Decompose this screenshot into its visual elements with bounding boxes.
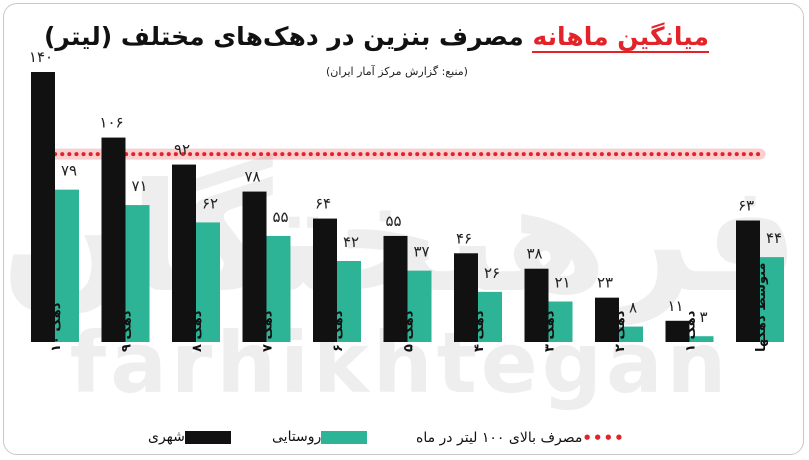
- bar-urban: [31, 72, 55, 342]
- value-label-rural: ۴۴: [766, 229, 782, 247]
- category-label: دهک ۱: [684, 310, 699, 352]
- value-label-urban: ۶۳: [738, 197, 754, 215]
- bar-urban: [595, 297, 619, 342]
- bar-rural: [478, 291, 502, 342]
- category-label: دهک ۴: [472, 310, 487, 352]
- value-label-urban: ۷۸: [244, 168, 260, 186]
- bar-urban: [101, 137, 126, 342]
- category-label: دهک ۶: [331, 310, 346, 352]
- value-label-urban: ۱۱: [667, 297, 683, 315]
- bar-urban: [172, 164, 196, 342]
- legend-item-rural: روستایی: [272, 429, 377, 445]
- value-label-urban: ۶۴: [315, 195, 331, 213]
- value-label-rural: ۷۱: [131, 177, 147, 195]
- value-label-urban: ۵۵: [385, 212, 401, 230]
- category-label: دهک ۹: [120, 310, 135, 352]
- category-label: دهک ۷: [261, 310, 276, 352]
- bar-rural: [619, 326, 643, 342]
- bar-rural: [55, 189, 79, 342]
- value-label-rural: ۵۵: [272, 208, 288, 226]
- bar-rural: [760, 257, 784, 342]
- value-label-rural: ۴۲: [343, 233, 359, 251]
- value-label-rural: ۲۱: [554, 274, 570, 292]
- bar-rural: [407, 270, 432, 342]
- bar-rural: [196, 222, 220, 342]
- bar-rural: [337, 261, 361, 342]
- value-label-rural: ۶۲: [202, 194, 218, 212]
- legend-item-urban: شهری: [148, 429, 241, 445]
- bar-urban: [242, 191, 267, 342]
- chart-title: میانگین ماهانه مصرف بنزین در دهک‌های مخت…: [43, 22, 709, 53]
- bar-rural: [689, 336, 714, 342]
- legend-swatch-rural: [321, 430, 368, 444]
- title-rest: مصرف بنزین در دهک‌های مختلف (لیتر): [43, 22, 524, 51]
- category-label: متوسط دهکها: [754, 263, 769, 352]
- category-label: دهک ۱۰: [49, 302, 64, 352]
- source-note: (منبع: گزارش مرکز آمار ایران): [326, 65, 468, 78]
- bar-rural: [548, 301, 573, 342]
- bar-urban: [454, 253, 478, 342]
- value-labels-layer: ۱۴۰ ۷۹ ۱۰۶ ۷۱ ۹۲ ۶۲ ۷۸ ۵۵ ۶۴ ۴۲ ۵۵ ۳۷ ۴۶ ۲۶ ۳۸ ۲۱ ۲۳ ۸ ۱۱ ۳…: [29, 48, 782, 326]
- legend-label-urban: شهری: [148, 429, 185, 445]
- value-label-urban: ۱۴۰: [29, 48, 53, 66]
- legend-item-threshold: •••• مصرف بالای ۱۰۰ لیتر در ماه: [416, 429, 635, 447]
- legend-dots-icon: ••••: [582, 429, 625, 447]
- bar-rural: [266, 235, 291, 342]
- value-label-urban: ۴۶: [456, 229, 472, 247]
- category-label: دهک ۵: [402, 310, 417, 352]
- value-label-urban: ۹۲: [174, 141, 190, 159]
- category-labels-layer: دهک ۱۰ دهک ۹ دهک ۸ دهک ۷ دهک ۶ دهک ۵ دهک ۴ دهک …: [49, 263, 769, 352]
- category-label: دهک ۳: [543, 310, 558, 352]
- legend-label-threshold: مصرف بالای ۱۰۰ لیتر در ماه: [416, 430, 583, 446]
- category-label: دهک ۲: [613, 310, 628, 352]
- value-label-urban: ۲۳: [597, 274, 613, 292]
- value-label-rural: ۳۷: [413, 243, 429, 261]
- bar-urban: [665, 320, 690, 342]
- title-highlight: میانگین ماهانه: [532, 22, 709, 53]
- bar-urban: [736, 220, 760, 342]
- bar-rural: [125, 205, 150, 342]
- bar-urban: [383, 235, 408, 342]
- bar-urban: [313, 218, 337, 342]
- value-label-rural: ۸: [629, 299, 637, 317]
- value-label-urban: ۳۸: [526, 245, 542, 263]
- bar-urban: [524, 268, 549, 342]
- legend-swatch-urban: [184, 430, 231, 444]
- bars-layer: [31, 72, 784, 342]
- value-label-rural: ۷۹: [61, 162, 77, 180]
- legend: شهری روستایی •••• مصرف بالای ۱۰۰ لیتر در…: [0, 423, 809, 453]
- category-label: دهک ۸: [190, 310, 205, 352]
- value-label-rural: ۳: [699, 308, 707, 326]
- legend-label-rural: روستایی: [272, 429, 322, 445]
- value-label-urban: ۱۰۶: [99, 114, 123, 132]
- value-label-rural: ۲۶: [484, 264, 500, 282]
